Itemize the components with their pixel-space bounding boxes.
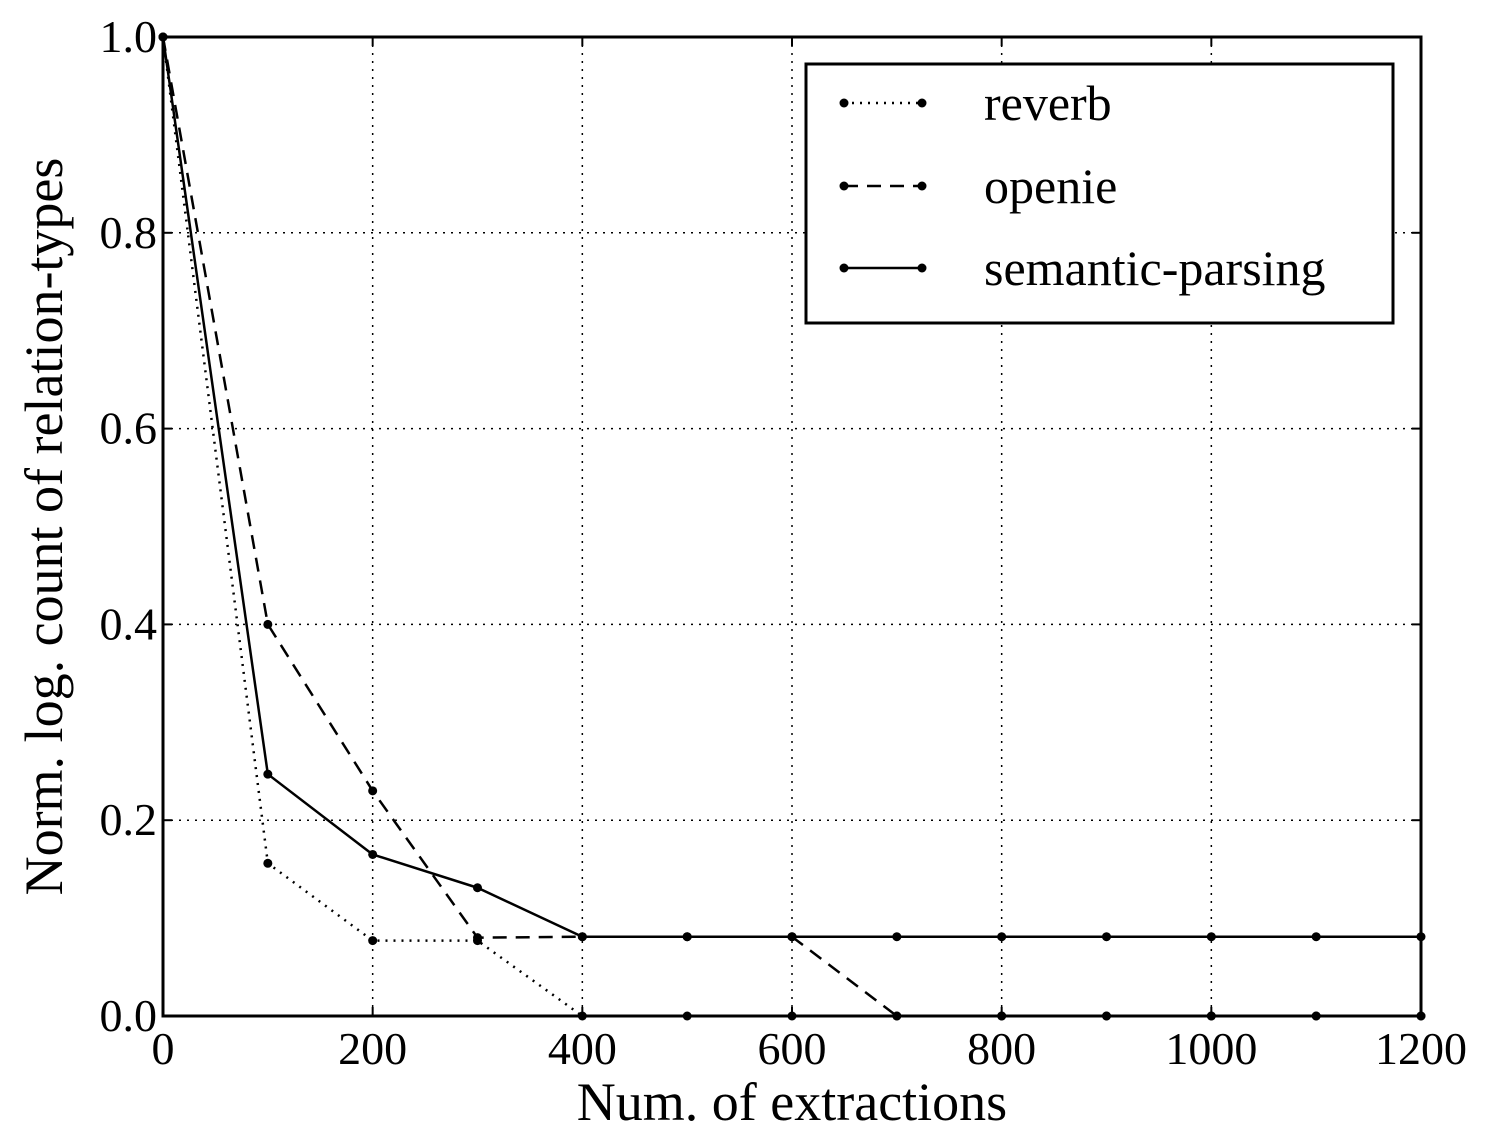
legend-label-reverb: reverb: [984, 75, 1112, 131]
series-semantic-parsing: [158, 32, 1426, 942]
data-point-semantic-parsing: [368, 849, 378, 859]
data-point-openie: [263, 619, 273, 629]
legend: reverb openie semantic-parsing: [804, 62, 1395, 325]
data-point-semantic-parsing: [682, 932, 692, 942]
y-axis-title: Norm. log. count of relation-types: [14, 158, 74, 896]
data-point-semantic-parsing: [263, 769, 273, 779]
x-tick-label: 1000: [1165, 1023, 1257, 1074]
legend-marker-reverb: [917, 98, 927, 108]
legend-box: [804, 62, 1395, 325]
data-point-semantic-parsing: [1206, 932, 1216, 942]
y-tick-label: 0.4: [100, 598, 158, 649]
y-tick-label: 0.2: [100, 794, 158, 845]
data-point-semantic-parsing: [997, 932, 1007, 942]
y-tick-label: 1.0: [100, 11, 158, 62]
data-point-openie: [473, 933, 482, 943]
legend-marker-reverb: [839, 98, 849, 108]
legend-marker-semantic-parsing: [839, 263, 849, 273]
x-tick-label: 600: [758, 1023, 827, 1074]
data-point-semantic-parsing: [577, 932, 587, 942]
legend-marker-openie: [839, 181, 849, 191]
y-tick-label: 0.0: [100, 990, 158, 1041]
x-tick-label: 800: [967, 1023, 1036, 1074]
axis-ticks: 0 200 400 600 800 1000 1200 0.0 0.2 0.4 0.6 0.8 1.0: [100, 11, 1468, 1074]
x-tick-label: 1200: [1375, 1023, 1467, 1074]
x-axis-title: Num. of extractions: [577, 1072, 1007, 1132]
y-tick-label: 0.8: [100, 207, 158, 258]
data-point-reverb: [263, 858, 273, 868]
x-tick-label: 400: [548, 1023, 617, 1074]
data-point-semantic-parsing: [1311, 932, 1321, 942]
data-point-semantic-parsing: [1102, 932, 1111, 942]
data-point-openie: [368, 786, 378, 796]
x-tick-label: 200: [338, 1023, 407, 1074]
data-point-semantic-parsing: [787, 932, 797, 942]
legend-marker-semantic-parsing: [917, 263, 927, 273]
legend-label-semantic-parsing: semantic-parsing: [984, 240, 1326, 296]
legend-marker-openie: [917, 181, 927, 191]
data-point-semantic-parsing: [892, 932, 902, 942]
y-tick-label: 0.6: [100, 403, 158, 454]
data-point-semantic-parsing: [473, 883, 482, 893]
data-point-reverb: [368, 936, 378, 946]
x-tick-label: 0: [152, 1023, 175, 1074]
legend-label-openie: openie: [984, 158, 1117, 214]
